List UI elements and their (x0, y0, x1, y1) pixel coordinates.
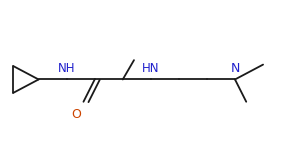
Text: N: N (230, 62, 240, 75)
Text: HN: HN (142, 62, 160, 75)
Text: NH: NH (58, 62, 75, 75)
Text: O: O (72, 108, 81, 121)
